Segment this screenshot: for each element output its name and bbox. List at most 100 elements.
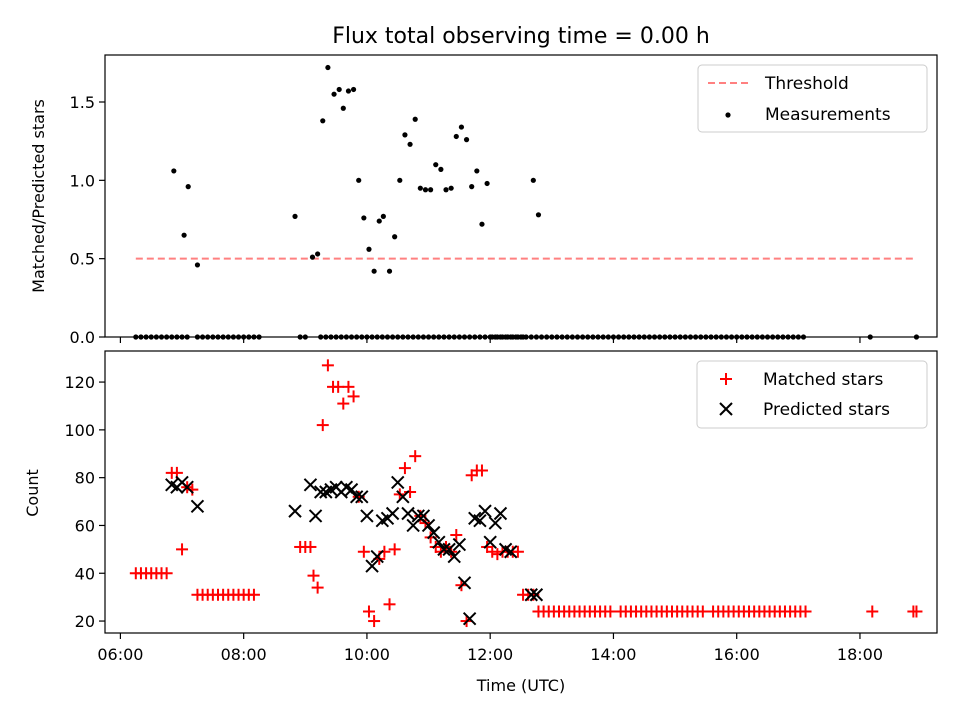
measurement-point bbox=[407, 141, 413, 147]
measurement-point bbox=[469, 184, 475, 190]
top-y-tick-label: 1.5 bbox=[70, 93, 95, 112]
matched-star-point bbox=[388, 543, 401, 556]
measurement-point bbox=[366, 246, 372, 252]
top-chart-title: Flux total observing time = 0.00 h bbox=[332, 24, 710, 49]
matched-star-point bbox=[342, 380, 355, 393]
matched-star-point bbox=[337, 397, 350, 410]
bottom-y-tick-label: 80 bbox=[75, 469, 95, 488]
bottom-x-tick-label: 10:00 bbox=[344, 645, 390, 664]
measurement-point bbox=[350, 86, 357, 93]
predicted-star-point bbox=[432, 535, 446, 549]
legend-measurements-label: Measurements bbox=[765, 105, 891, 125]
measurement-point bbox=[181, 232, 187, 238]
measurement-point bbox=[463, 137, 470, 143]
matched-star-point bbox=[307, 569, 320, 582]
bottom-y-tick-label: 20 bbox=[75, 612, 95, 631]
matched-star-point bbox=[332, 380, 345, 393]
bottom-axes: 20 40 60 80 100 120 06:00 08:00 10:00 12:00 14:00… bbox=[23, 350, 938, 695]
matched-star-point bbox=[362, 605, 375, 618]
matched-star-point bbox=[176, 543, 189, 556]
measurement-point bbox=[402, 132, 408, 138]
measurement-point bbox=[417, 185, 423, 191]
bottom-points-layer bbox=[129, 359, 923, 628]
top-axes: 0.0 0.5 1.0 1.5 Matched/Predicted stars Thr… bbox=[29, 54, 938, 347]
measurement-point bbox=[336, 86, 342, 93]
predicted-star-point bbox=[303, 478, 318, 492]
predicted-star-point bbox=[396, 490, 410, 504]
matched-star-point bbox=[475, 464, 488, 477]
measurement-point bbox=[392, 234, 398, 240]
predicted-star-point bbox=[426, 525, 441, 540]
matched-star-point bbox=[910, 605, 923, 618]
predicted-star-point bbox=[493, 506, 508, 521]
predicted-star-point bbox=[360, 509, 374, 523]
measurement-point bbox=[443, 187, 449, 193]
predicted-star-point bbox=[447, 549, 461, 564]
bottom-legend-box bbox=[696, 360, 928, 429]
measurement-point bbox=[345, 88, 352, 94]
matched-star-point bbox=[866, 605, 879, 618]
measurement-point bbox=[194, 262, 201, 268]
measurement-point bbox=[438, 166, 444, 172]
measurement-point bbox=[530, 177, 536, 183]
legend-matched-label: Matched stars bbox=[763, 370, 883, 390]
matched-star-point bbox=[696, 605, 709, 618]
top-legend: Threshold Measurements bbox=[697, 64, 928, 133]
matched-star-point bbox=[311, 581, 324, 594]
measurement-point bbox=[356, 177, 362, 183]
bottom-legend: Matched stars Predicted stars bbox=[696, 360, 928, 429]
bottom-x-tick-label: 18:00 bbox=[837, 645, 883, 664]
predicted-star-point bbox=[313, 485, 328, 499]
predicted-star-point bbox=[349, 490, 364, 504]
matched-star-point bbox=[347, 390, 360, 403]
measurement-point bbox=[479, 221, 485, 227]
bottom-y-tick-label: 60 bbox=[75, 516, 95, 535]
bottom-y-tick-label: 40 bbox=[75, 564, 95, 583]
top-y-tick-label: 1.0 bbox=[70, 171, 95, 190]
measurement-point bbox=[309, 254, 316, 260]
bottom-y-tick-label: 120 bbox=[64, 373, 95, 392]
predicted-star-point bbox=[401, 506, 415, 521]
matched-star-point bbox=[160, 567, 173, 580]
top-plot-frame bbox=[104, 54, 938, 338]
measurement-point bbox=[185, 184, 191, 190]
bottom-y-tick-label: 100 bbox=[64, 421, 95, 440]
bottom-x-tick-label: 16:00 bbox=[714, 645, 760, 664]
measurement-point bbox=[484, 180, 490, 187]
measurement-point bbox=[331, 91, 337, 97]
predicted-star-point bbox=[524, 588, 538, 602]
measurement-point bbox=[315, 251, 321, 257]
predicted-star-point bbox=[529, 588, 544, 602]
matched-star-point bbox=[799, 605, 812, 618]
predicted-star-point bbox=[442, 542, 456, 557]
predicted-star-point bbox=[391, 475, 405, 490]
measurement-point bbox=[433, 162, 439, 168]
matched-star-point bbox=[383, 598, 396, 611]
measurement-point bbox=[340, 105, 346, 111]
x-axis-label: Time (UTC) bbox=[476, 676, 565, 695]
bottom-x-ticks: 06:00 08:00 10:00 12:00 14:00 16:00 18:00 bbox=[97, 633, 883, 664]
matched-star-point bbox=[368, 615, 381, 628]
measurement-point bbox=[535, 212, 542, 218]
top-legend-box bbox=[697, 64, 928, 133]
legend-predicted-swatch bbox=[719, 402, 733, 416]
measurement-point bbox=[397, 177, 403, 183]
matched-star-point bbox=[378, 545, 391, 558]
predicted-star-point bbox=[385, 506, 400, 521]
predicted-star-point bbox=[180, 480, 194, 494]
measurement-point bbox=[453, 133, 459, 140]
predicted-star-point bbox=[355, 490, 369, 504]
legend-measurements-swatch bbox=[725, 112, 731, 118]
matched-star-point bbox=[398, 462, 411, 475]
predicted-star-point bbox=[370, 549, 384, 564]
bottom-x-tick-label: 12:00 bbox=[467, 645, 513, 664]
legend-matched-swatch bbox=[720, 373, 732, 385]
measurement-point bbox=[292, 213, 298, 219]
matched-star-point bbox=[316, 419, 329, 432]
matched-star-point bbox=[604, 605, 617, 618]
measurement-point bbox=[320, 118, 326, 124]
top-points-layer bbox=[133, 64, 920, 340]
measurement-point bbox=[371, 268, 377, 274]
predicted-star-point bbox=[365, 559, 379, 573]
